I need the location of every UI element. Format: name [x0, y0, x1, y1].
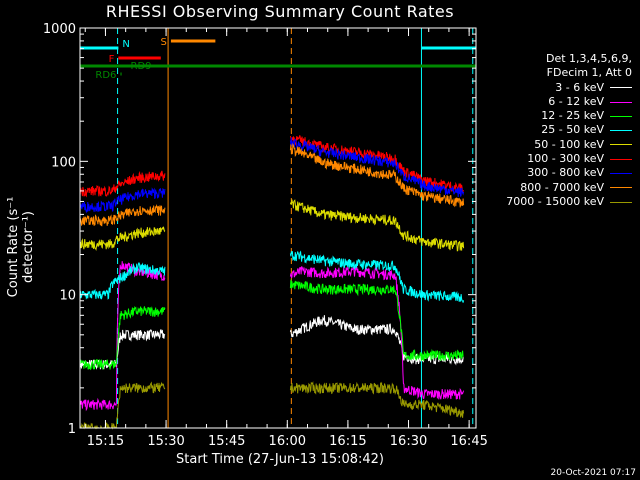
legend-item: 800 - 7000 keV	[476, 181, 636, 195]
legend-item-label: 3 - 6 keV	[555, 80, 604, 94]
series-line-3	[79, 250, 465, 303]
legend-item: 300 - 800 keV	[476, 166, 636, 180]
legend-item-label: 800 - 7000 keV	[520, 180, 604, 194]
series-line-5	[79, 134, 465, 198]
legend: Det 1,3,4,5,6,9, FDecim 1, Att 0 3 - 6 k…	[476, 52, 636, 209]
flag-label-rd9: RD9	[131, 61, 152, 72]
legend-item: 12 - 25 keV	[476, 109, 636, 123]
legend-swatch	[610, 173, 632, 175]
legend-swatch	[610, 101, 632, 103]
chart-title: RHESSI Observing Summary Count Rates	[105, 2, 455, 21]
legend-item: 25 - 50 keV	[476, 123, 636, 137]
y-tick-label-10: 10	[59, 289, 76, 304]
legend-swatch	[610, 130, 632, 132]
x-tick-label-0: 15:15	[87, 434, 124, 449]
x-tick-label-4: 16:15	[329, 434, 366, 449]
legend-item-label: 25 - 50 keV	[541, 123, 604, 137]
y-axis-title: Count Rate (s⁻¹ detector⁻¹)	[6, 196, 36, 298]
legend-swatch	[610, 201, 632, 203]
legend-item: 7000 - 15000 keV	[476, 195, 636, 209]
series-line-0	[79, 315, 464, 370]
x-axis-title: Start Time (27-Jun-13 15:08:42)	[176, 452, 384, 467]
legend-item-label: 6 - 12 keV	[548, 94, 604, 108]
legend-swatch	[610, 158, 632, 160]
legend-swatch	[610, 144, 632, 146]
y-tick-label-1: 1	[68, 422, 76, 437]
x-tick-label-6: 16:45	[450, 434, 487, 449]
series-line-2	[79, 279, 464, 371]
x-tick-label-5: 16:30	[390, 434, 427, 449]
legend-swatch	[610, 115, 632, 117]
legend-item-label: 12 - 25 keV	[541, 109, 604, 123]
flag-label-f: F	[109, 54, 115, 65]
x-tick-label-3: 16:00	[269, 434, 306, 449]
flag-label-rd6: RD6	[95, 70, 116, 81]
legend-swatch	[610, 187, 632, 189]
y-tick-label-100: 100	[51, 155, 76, 170]
series-line-4	[79, 199, 465, 252]
legend-item-label: 50 - 100 keV	[534, 137, 604, 151]
legend-item: 3 - 6 keV	[476, 81, 636, 95]
legend-item-label: 100 - 300 keV	[527, 152, 604, 166]
x-tick-label-2: 15:45	[208, 434, 245, 449]
flag-label-s: S	[161, 37, 167, 48]
series-line-7	[79, 142, 465, 227]
legend-swatch	[610, 87, 632, 89]
series-line-6	[79, 137, 465, 214]
legend-item: 100 - 300 keV	[476, 152, 636, 166]
x-tick-label-1: 15:30	[147, 434, 184, 449]
legend-item: 6 - 12 keV	[476, 95, 636, 109]
legend-item-label: 300 - 800 keV	[527, 166, 604, 180]
y-tick-label-1000: 1000	[43, 22, 76, 37]
legend-header-line-1: Det 1,3,4,5,6,9,	[545, 52, 632, 65]
legend-header-line-2: FDecim 1, Att 0	[546, 66, 632, 80]
timestamp: 20-Oct-2021 07:17	[550, 468, 636, 478]
series-line-1	[79, 261, 465, 412]
flag-label-n: N	[122, 39, 129, 50]
legend-item-label: 7000 - 15000 keV	[506, 194, 604, 208]
plot-frame	[79, 27, 477, 429]
legend-item: 50 - 100 keV	[476, 138, 636, 152]
